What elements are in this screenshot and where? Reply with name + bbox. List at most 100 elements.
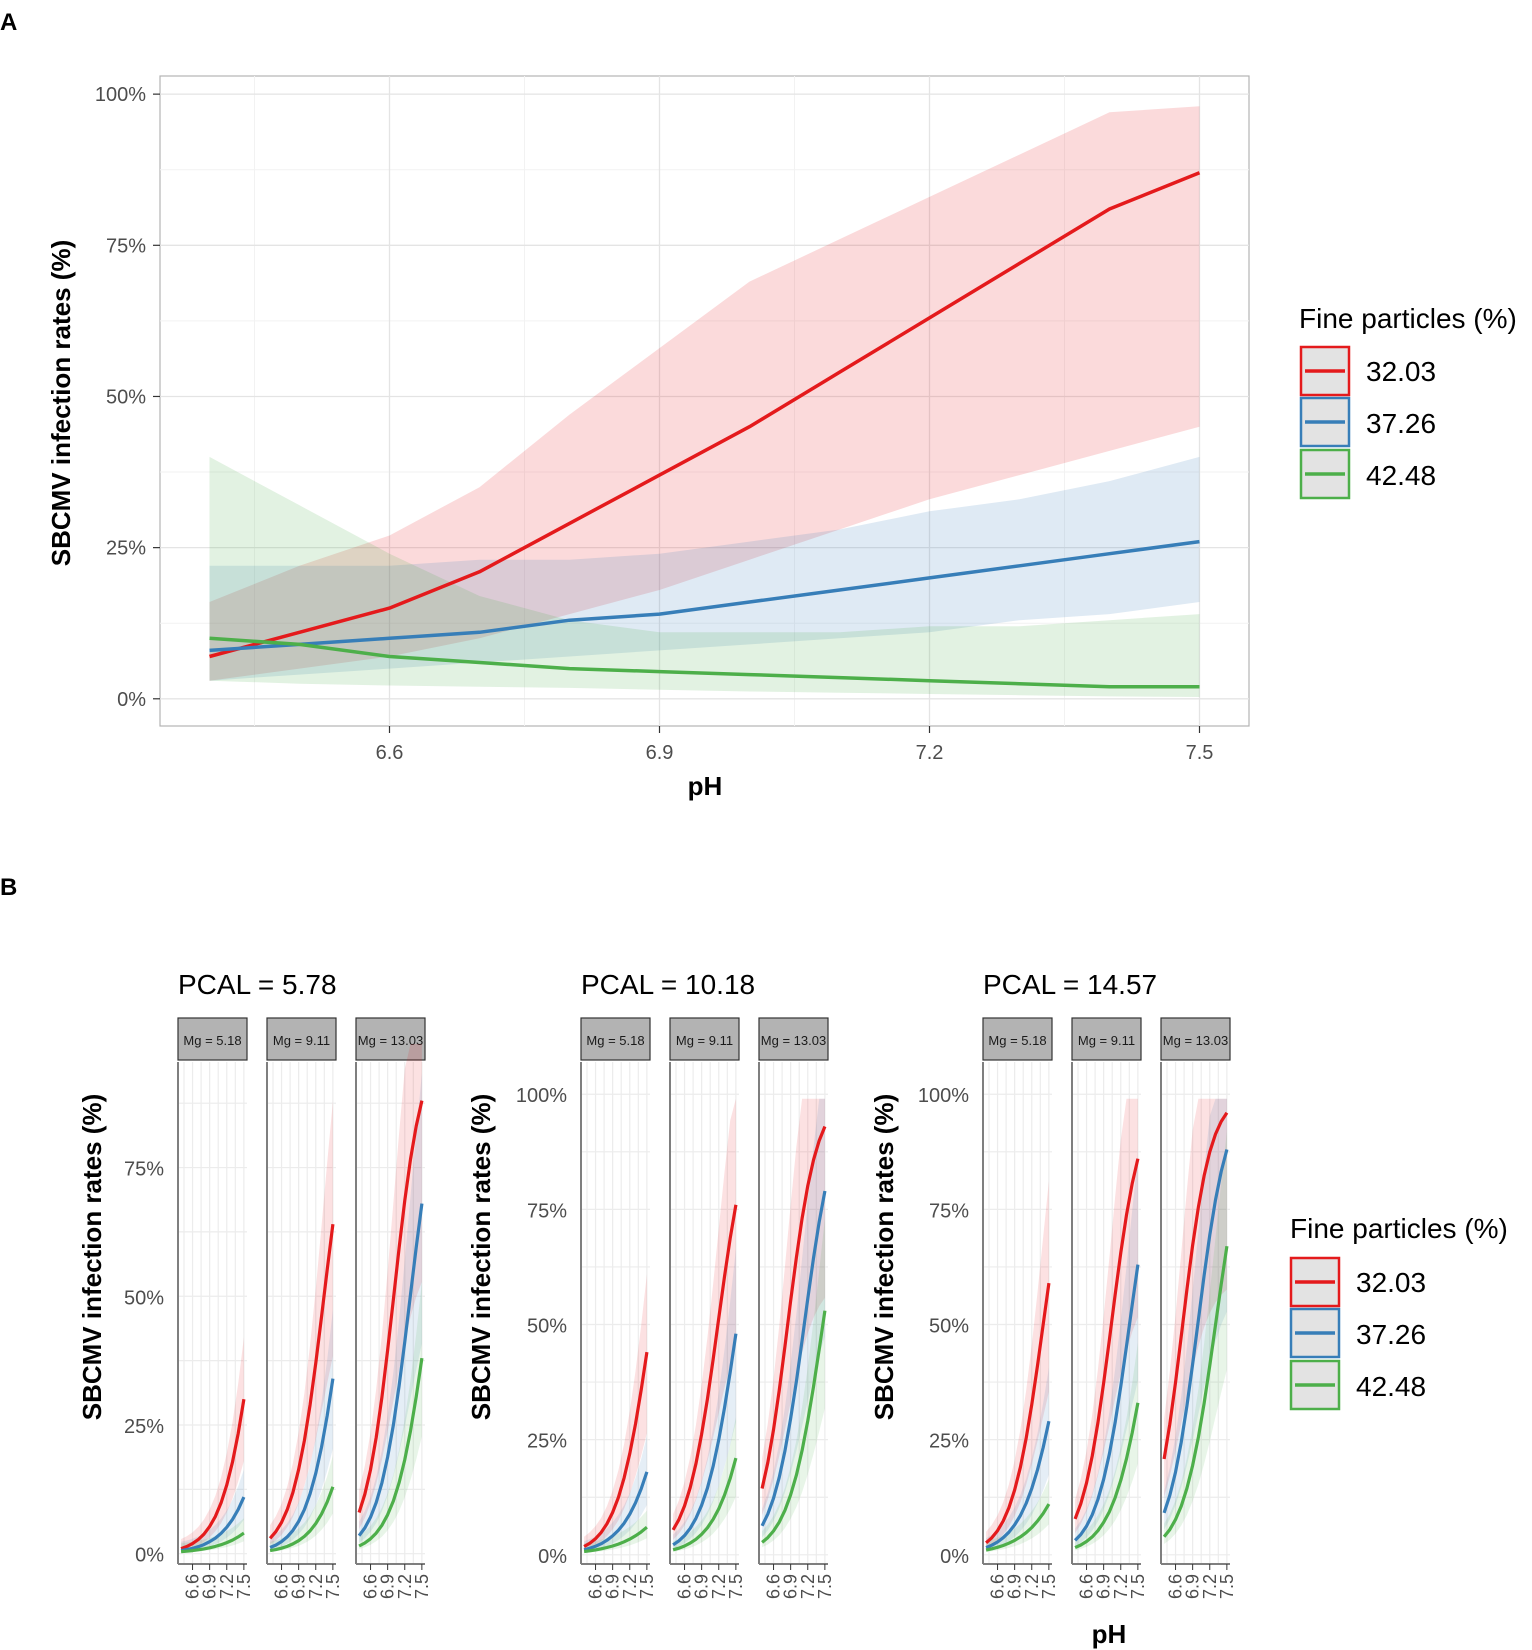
x-tick-label: 6.6 — [1077, 1574, 1097, 1599]
facet-strip — [758, 1017, 829, 1061]
confidence-band — [762, 1218, 825, 1548]
series-line-37.26 — [269, 1378, 335, 1549]
x-tick-label: 6.9 — [781, 1574, 801, 1599]
confidence-band — [181, 1469, 244, 1552]
confidence-band — [359, 1044, 422, 1529]
facet-strip — [355, 1017, 426, 1061]
x-tick-label: 7.2 — [306, 1574, 326, 1599]
confidence-band — [673, 1098, 736, 1540]
x-tick-label: 6.6 — [376, 742, 404, 764]
x-tick-label: 7.5 — [637, 1574, 657, 1599]
series-line-42.48 — [1162, 1245, 1229, 1538]
confidence-band — [359, 1281, 422, 1550]
series-line-42.48 — [209, 636, 1200, 689]
series-line-37.26 — [583, 1471, 649, 1552]
series-line-32.03 — [180, 1398, 246, 1551]
facet-strip — [266, 1017, 337, 1061]
facet-strip-label: Mg = 5.18 — [183, 1033, 241, 1048]
series-line-42.48 — [672, 1457, 738, 1552]
x-tick-label: 7.5 — [323, 1574, 343, 1599]
x-tick-label: 7.2 — [395, 1574, 415, 1599]
y-tick-label: 25% — [106, 538, 146, 560]
series-line-32.03 — [209, 171, 1201, 659]
facet-strip-label: Mg = 13.03 — [358, 1033, 423, 1048]
legend-label: 32.03 — [1366, 356, 1436, 387]
confidence-band — [1164, 1098, 1227, 1498]
facet-strip-label: Mg = 9.11 — [273, 1033, 330, 1048]
panel-b-y-axis-title: SBCMV infection rates (%) — [869, 1094, 899, 1421]
confidence-band — [1075, 1098, 1138, 1534]
series-line-32.03 — [1073, 1158, 1140, 1520]
x-tick-label: 6.6 — [361, 1574, 381, 1599]
confidence-band — [584, 1510, 647, 1553]
series-line-32.03 — [357, 1100, 424, 1513]
y-tick-label: 100% — [918, 1085, 969, 1107]
x-tick-label: 6.6 — [764, 1574, 784, 1599]
panel-a-chart: 0% 25% 50% 75% 100% 6.6 6.9 7.2 7.5 pH SBCMV in… — [46, 75, 1250, 801]
x-tick-label: 7.5 — [815, 1574, 835, 1599]
legend-item: 42.48 — [1299, 448, 1436, 500]
panel-b-legend: Fine particles (%) 32.03 37.26 42.48 — [1289, 1213, 1508, 1411]
x-tick-label: 6.6 — [183, 1574, 203, 1599]
x-tick-label: 7.2 — [1111, 1574, 1131, 1599]
facet-strip-label: Mg = 9.11 — [676, 1033, 733, 1048]
panel-b-plot-title: PCAL = 14.57 — [983, 969, 1157, 1000]
confidence-band — [181, 1337, 244, 1551]
confidence-band — [270, 1455, 333, 1552]
confidence-band — [270, 1309, 333, 1550]
panel-label-a: A — [0, 9, 17, 36]
legend-item: 42.48 — [1289, 1359, 1426, 1411]
x-tick-label: 7.2 — [620, 1574, 640, 1599]
x-tick-label: 7.5 — [1039, 1574, 1059, 1599]
series-line-37.26 — [1162, 1149, 1229, 1514]
legend-label: 42.48 — [1356, 1371, 1426, 1402]
legend-item: 37.26 — [1299, 396, 1436, 448]
x-tick-label: 7.5 — [1217, 1574, 1237, 1599]
y-tick-label: 50% — [124, 1287, 164, 1309]
series-line-32.03 — [985, 1282, 1051, 1545]
series-line-32.03 — [671, 1204, 738, 1531]
facet-strip — [669, 1017, 740, 1061]
legend-title: Fine particles (%) — [1299, 303, 1517, 334]
facet-strip-label: Mg = 9.11 — [1078, 1033, 1135, 1048]
legend-label: 37.26 — [1366, 408, 1436, 439]
y-tick-label: 50% — [929, 1316, 969, 1338]
facet-strip-label: Mg = 5.18 — [988, 1033, 1046, 1048]
y-tick-label: 50% — [527, 1316, 567, 1338]
series-line-37.26 — [985, 1420, 1051, 1550]
y-tick-label: 0% — [117, 689, 146, 711]
confidence-band — [584, 1436, 647, 1552]
x-tick-label: 6.9 — [1005, 1574, 1025, 1599]
x-tick-label: 6.9 — [289, 1574, 309, 1599]
confidence-band — [986, 1181, 1049, 1548]
x-tick-label: 7.5 — [234, 1574, 254, 1599]
series-line-42.48 — [1074, 1402, 1140, 1550]
facet-strip-label: Mg = 5.18 — [586, 1033, 644, 1048]
y-tick-label: 25% — [527, 1431, 567, 1453]
legend-label: 37.26 — [1356, 1319, 1426, 1350]
facet-strip — [580, 1017, 651, 1061]
x-tick-label: 7.2 — [709, 1574, 729, 1599]
confidence-band-37.26 — [209, 456, 1200, 681]
confidence-band — [584, 1274, 647, 1550]
x-tick-label: 7.2 — [798, 1574, 818, 1599]
series-line-37.26 — [760, 1190, 827, 1527]
series-line-37.26 — [672, 1333, 738, 1547]
x-tick-label: 7.2 — [1200, 1574, 1220, 1599]
legend-item: 32.03 — [1289, 1256, 1426, 1308]
x-tick-label: 6.9 — [603, 1574, 623, 1599]
y-tick-label: 50% — [106, 386, 146, 408]
legend-item: 37.26 — [1289, 1307, 1426, 1359]
panel-a-legend: Fine particles (%) 32.03 37.26 42.48 — [1299, 303, 1517, 500]
confidence-band — [181, 1518, 244, 1553]
series-line-32.03 — [760, 1125, 827, 1489]
x-tick-label: 7.2 — [217, 1574, 237, 1599]
y-tick-label: 25% — [929, 1431, 969, 1453]
panel-a-y-axis-title: SBCMV infection rates (%) — [46, 240, 76, 567]
x-tick-label: 7.2 — [1022, 1574, 1042, 1599]
facet-strip-label: Mg = 13.03 — [761, 1033, 826, 1048]
confidence-band — [673, 1417, 736, 1552]
x-tick-label: 6.9 — [1183, 1574, 1203, 1599]
x-tick-label: 7.2 — [916, 742, 944, 764]
